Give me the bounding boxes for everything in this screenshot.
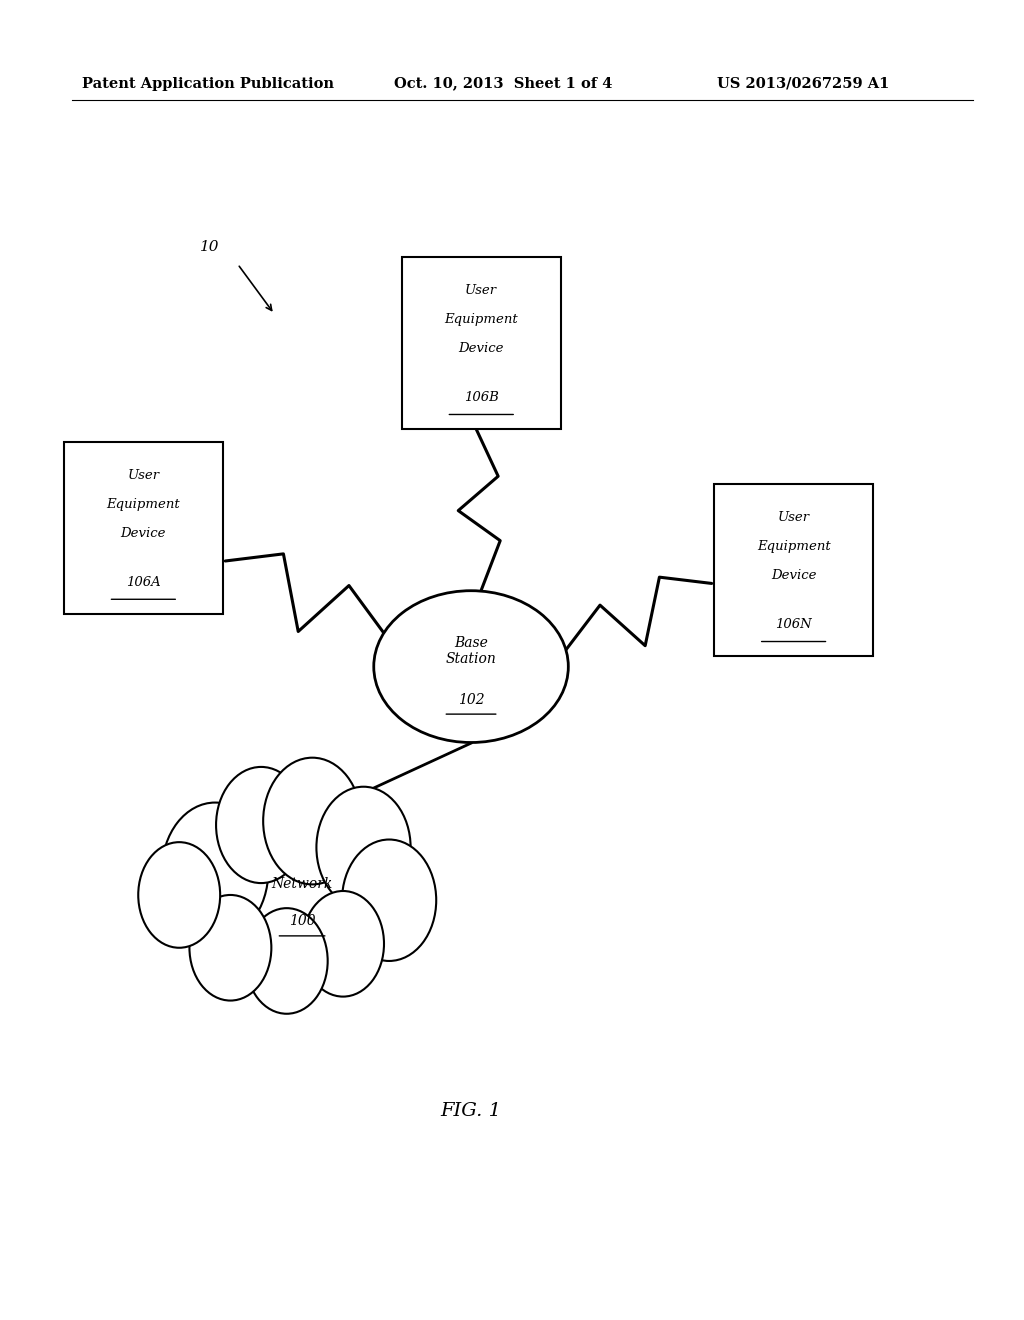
Text: User: User xyxy=(777,511,810,524)
Text: FIG. 1: FIG. 1 xyxy=(440,1102,502,1121)
Circle shape xyxy=(216,767,306,883)
FancyBboxPatch shape xyxy=(401,257,561,429)
Text: 100: 100 xyxy=(289,915,315,928)
Text: Equipment: Equipment xyxy=(757,540,830,553)
Text: 10: 10 xyxy=(200,240,219,253)
Text: 106A: 106A xyxy=(126,576,161,589)
Circle shape xyxy=(302,891,384,997)
Circle shape xyxy=(263,758,361,884)
Text: Equipment: Equipment xyxy=(444,313,518,326)
Text: US 2013/0267259 A1: US 2013/0267259 A1 xyxy=(717,77,889,91)
Text: Network: Network xyxy=(271,878,333,891)
Text: Device: Device xyxy=(459,342,504,355)
Circle shape xyxy=(162,803,268,940)
Circle shape xyxy=(189,895,271,1001)
Ellipse shape xyxy=(374,591,568,742)
Text: User: User xyxy=(465,284,498,297)
Text: Base
Station: Base Station xyxy=(445,636,497,665)
Circle shape xyxy=(138,842,220,948)
Text: Device: Device xyxy=(771,569,816,582)
Text: 102: 102 xyxy=(458,693,484,706)
Text: 106N: 106N xyxy=(775,618,812,631)
FancyBboxPatch shape xyxy=(65,442,223,614)
Text: User: User xyxy=(127,469,160,482)
FancyBboxPatch shape xyxy=(715,484,872,656)
Text: 106B: 106B xyxy=(464,391,499,404)
Circle shape xyxy=(246,908,328,1014)
Text: Equipment: Equipment xyxy=(106,498,180,511)
Text: Device: Device xyxy=(121,527,166,540)
Circle shape xyxy=(316,787,411,908)
Text: Oct. 10, 2013  Sheet 1 of 4: Oct. 10, 2013 Sheet 1 of 4 xyxy=(394,77,612,91)
Text: Patent Application Publication: Patent Application Publication xyxy=(82,77,334,91)
Circle shape xyxy=(342,840,436,961)
